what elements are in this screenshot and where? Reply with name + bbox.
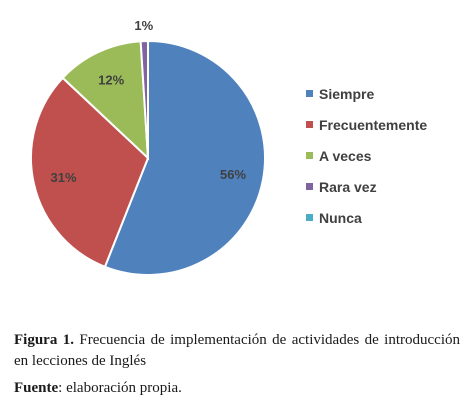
legend-swatch bbox=[306, 121, 313, 128]
source-text: : elaboración propia. bbox=[58, 380, 182, 396]
figure-caption: Figura 1. Frecuencia de implementación d… bbox=[14, 330, 460, 372]
legend-swatch bbox=[306, 214, 313, 221]
pie-chart: 56% 31% 12% 1% Siempre Frecuentemente A veces… bbox=[30, 18, 427, 276]
caption-prefix: Figura 1. bbox=[14, 332, 74, 348]
legend-label: A veces bbox=[319, 147, 372, 164]
pie-slice-a-veces bbox=[61, 40, 150, 161]
chart-legend: Siempre Frecuentemente A veces Rara vez Nunc… bbox=[306, 78, 427, 233]
data-label-rara-vez: 1% bbox=[134, 18, 153, 33]
legend-item-rara-vez: Rara vez bbox=[306, 171, 427, 202]
data-label-frecuentemente: 31% bbox=[50, 170, 76, 185]
legend-label: Frecuentemente bbox=[319, 116, 428, 133]
figure-source: Fuente: elaboración propia. bbox=[14, 380, 182, 397]
legend-item-siempre: Siempre bbox=[306, 78, 427, 109]
legend-label: Siempre bbox=[319, 85, 375, 102]
legend-label: Nunca bbox=[319, 209, 362, 226]
legend-swatch bbox=[306, 90, 313, 97]
legend-swatch bbox=[306, 152, 313, 159]
source-prefix: Fuente bbox=[14, 380, 59, 396]
caption-text: Frecuencia de implementación de activida… bbox=[14, 332, 460, 369]
pie-chart-svg: 56% 31% 12% 1% bbox=[30, 18, 266, 276]
legend-label: Rara vez bbox=[319, 178, 377, 195]
pie-slice-frecuentemente bbox=[30, 76, 150, 269]
pie-slice-rara-vez bbox=[139, 39, 149, 159]
pie-slice-siempre bbox=[103, 39, 266, 276]
legend-item-nunca: Nunca bbox=[306, 202, 427, 233]
data-label-a-veces: 12% bbox=[98, 73, 124, 88]
data-label-siempre: 56% bbox=[220, 167, 246, 182]
legend-item-a-veces: A veces bbox=[306, 140, 427, 171]
legend-swatch bbox=[306, 183, 313, 190]
legend-item-frecuentemente: Frecuentemente bbox=[306, 109, 427, 140]
